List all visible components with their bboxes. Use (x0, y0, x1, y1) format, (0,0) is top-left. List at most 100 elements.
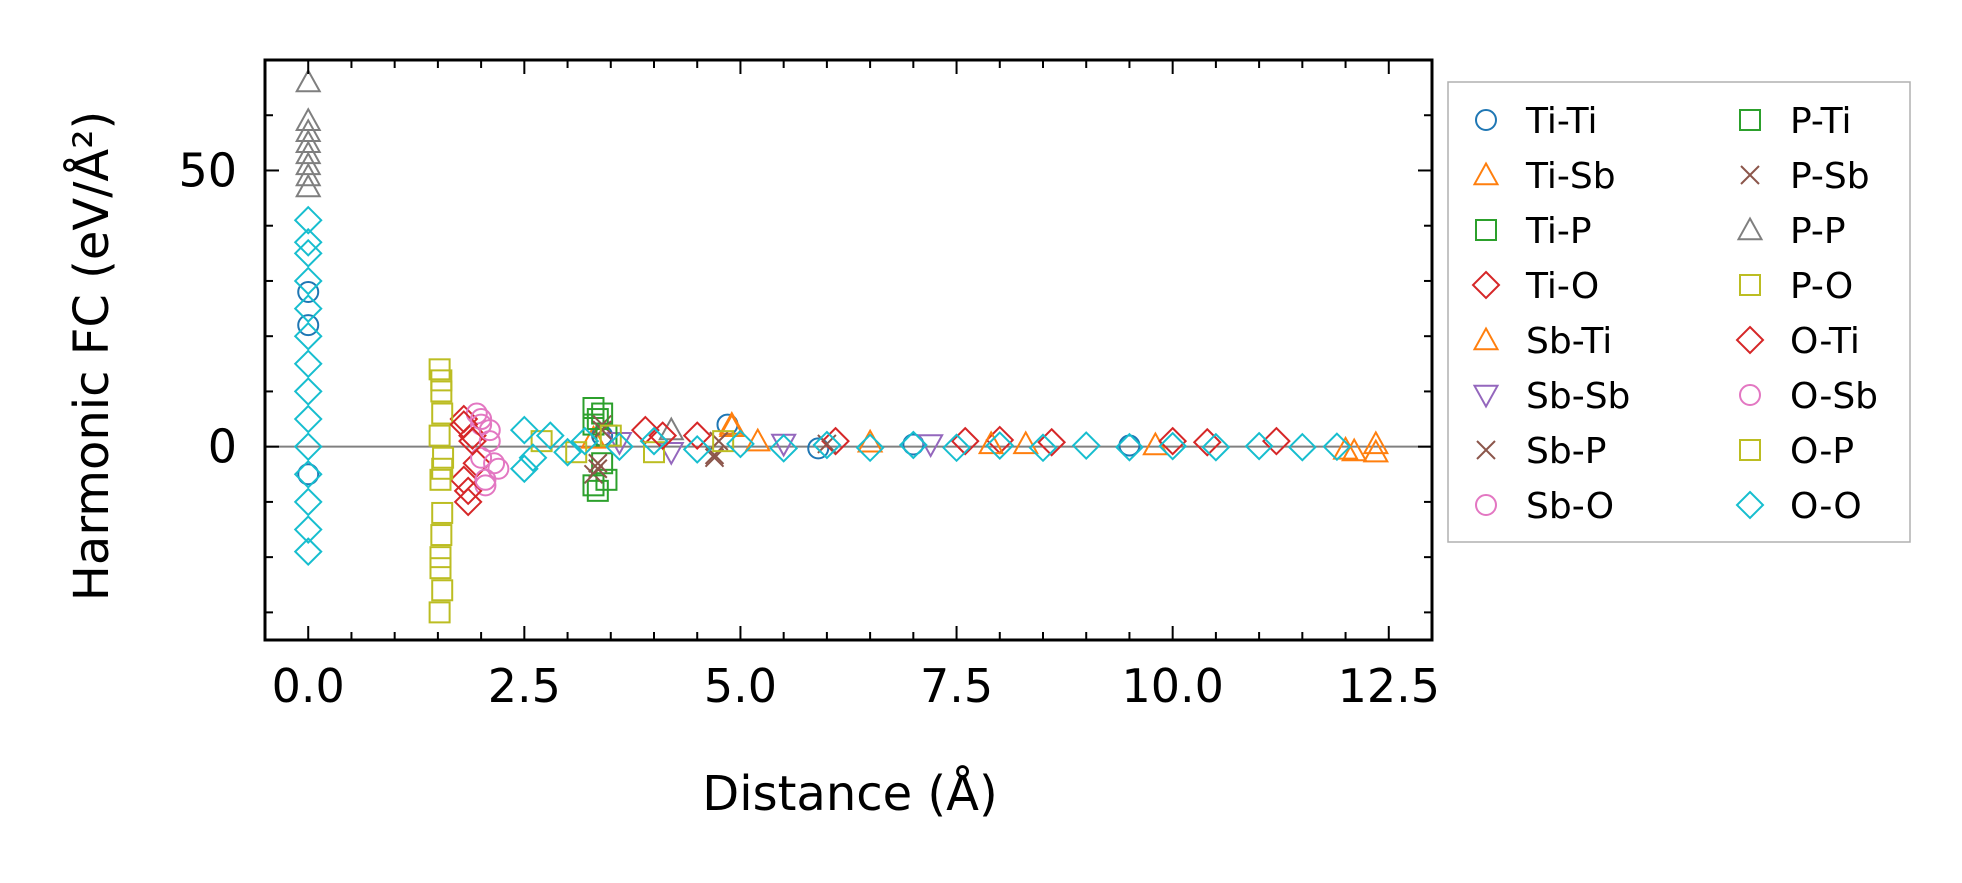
legend-item-o-sb: O-Sb (1739, 376, 1878, 417)
legend-label: Sb-P (1526, 431, 1606, 472)
data-point (431, 579, 454, 602)
legend-label: P-Sb (1790, 156, 1870, 197)
legend-marker (1739, 109, 1761, 131)
legend-item-ti-ti: Ti-Ti (1475, 101, 1597, 142)
data-point (643, 441, 665, 464)
data-point (1287, 432, 1317, 462)
series-o-p (429, 369, 454, 569)
data-point (509, 454, 539, 484)
legend-marker (1475, 109, 1497, 131)
y-tick-label: 50 (178, 143, 237, 197)
data-point (518, 443, 548, 473)
data-point (297, 281, 320, 303)
data-point (582, 397, 605, 419)
legend-label: Sb-Ti (1526, 321, 1612, 362)
legend-item-sb-o: Sb-O (1475, 486, 1614, 527)
data-point (769, 433, 799, 463)
legend-item-ti-sb: Ti-Sb (1472, 156, 1616, 197)
series-sb-p (583, 414, 837, 484)
data-point (588, 459, 608, 479)
data-point (648, 421, 678, 451)
data-points (293, 68, 1390, 624)
legend-item-o-p: O-P (1739, 431, 1854, 472)
x-tick-label: 0.0 (272, 659, 345, 713)
data-point (293, 377, 323, 406)
data-point (718, 413, 745, 437)
data-point (453, 487, 483, 517)
data-point (726, 429, 755, 459)
data-point (1362, 438, 1390, 463)
data-point (855, 433, 885, 463)
data-point (1037, 427, 1067, 457)
data-point (582, 474, 605, 497)
legend-label: O-Sb (1790, 376, 1878, 417)
data-point (483, 452, 506, 475)
plot-area: 0.0 2.5 5.0 7.5 10.0 12.5 0 50 (178, 58, 1440, 713)
data-point (509, 415, 539, 445)
y-tick-label: 0 (208, 420, 237, 474)
data-point (431, 501, 454, 524)
legend-label: O-Ti (1790, 321, 1860, 362)
data-point (1028, 433, 1058, 463)
data-point (297, 463, 320, 486)
data-point (1115, 432, 1144, 462)
data-point (470, 408, 493, 431)
data-point (682, 421, 712, 451)
data-point (293, 227, 323, 257)
data-point (1362, 430, 1390, 455)
series-p-o (428, 358, 735, 624)
legend-item-sb-ti: Sb-Ti (1472, 321, 1612, 362)
legend-label: Ti-Ti (1525, 101, 1597, 142)
data-point (432, 446, 455, 469)
data-point (1341, 437, 1368, 462)
series-p-p (295, 68, 685, 441)
data-point (1201, 432, 1231, 462)
series-o-sb (470, 408, 506, 491)
data-point (429, 557, 452, 580)
data-point (821, 426, 850, 456)
data-point (295, 68, 322, 93)
data-point (1261, 426, 1291, 456)
legend-marker (1472, 384, 1500, 409)
data-point (553, 437, 582, 467)
data-point (898, 430, 928, 460)
data-point (429, 468, 452, 491)
data-point (807, 437, 830, 460)
data-point (478, 419, 501, 442)
legend-label: Ti-P (1525, 211, 1592, 252)
data-point (712, 430, 735, 453)
data-point (458, 421, 487, 451)
legend-label: Sb-Sb (1526, 376, 1630, 417)
data-point (428, 601, 451, 624)
legend-item-ti-o: Ti-O (1471, 266, 1599, 307)
data-point (605, 432, 634, 462)
data-point (428, 358, 451, 381)
legend-marker (1739, 439, 1761, 461)
data-point (1012, 430, 1039, 455)
legend-marker (1739, 384, 1761, 406)
legend-item-o-ti: O-Ti (1735, 321, 1860, 362)
data-point (293, 321, 323, 351)
data-point (487, 457, 510, 480)
data-point (293, 404, 323, 434)
x-tick-label: 5.0 (704, 659, 777, 713)
data-point (293, 537, 323, 567)
data-point (431, 457, 454, 480)
series-p-sb (588, 420, 725, 479)
legend-label: Sb-O (1526, 486, 1614, 527)
data-point (293, 459, 323, 489)
data-point (293, 432, 323, 462)
legend-label: P-O (1790, 266, 1853, 307)
data-point (639, 426, 669, 456)
plot-frame (263, 58, 1434, 642)
series-sb-sb (606, 432, 944, 466)
legend-marker (1740, 165, 1760, 185)
series-o-o (293, 205, 1352, 567)
legend-marker (1472, 161, 1500, 186)
data-point (586, 479, 609, 502)
data-point (580, 424, 607, 449)
data-point (942, 433, 971, 463)
legend-item-ti-p: Ti-P (1475, 211, 1592, 252)
data-point (977, 430, 1005, 455)
